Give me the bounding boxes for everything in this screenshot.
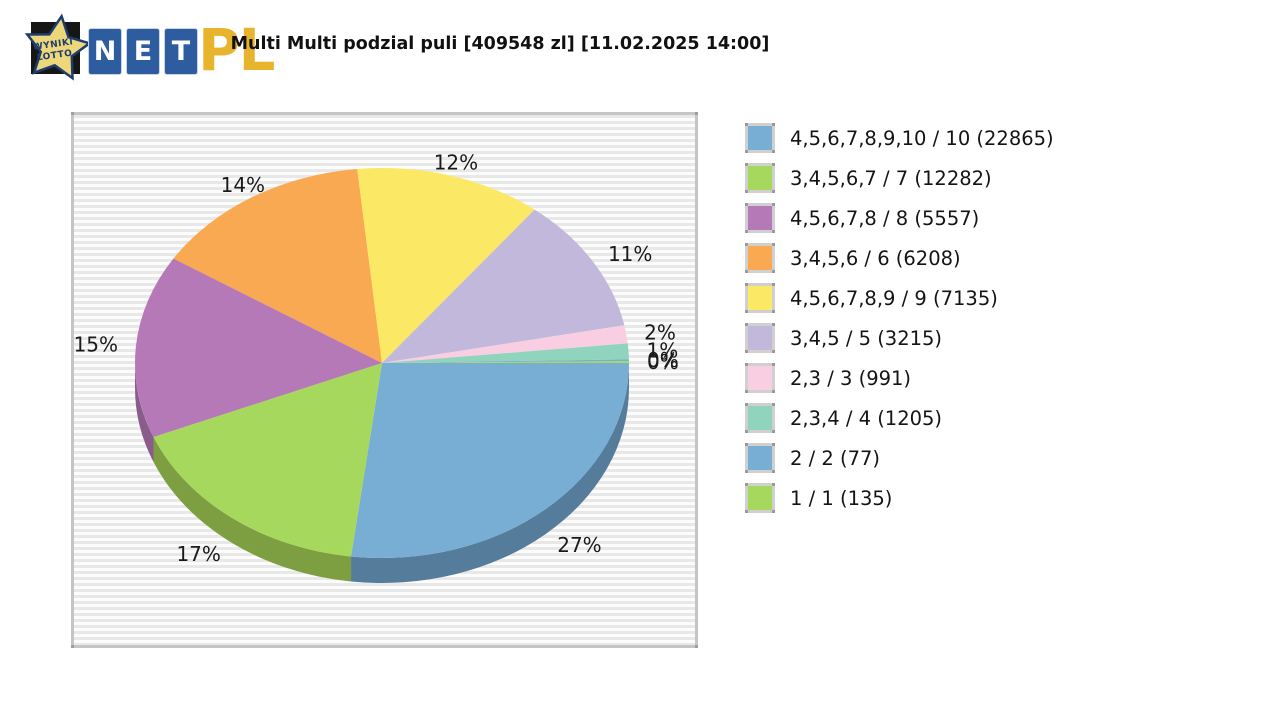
pie-slice-side [135,363,154,463]
legend-swatch [745,483,775,513]
pie-chart-plot-area: 27% 17% 15% 14% 12% 11% 2% 1% 0% 0% [71,112,698,648]
legend-item: 4,5,6,7,8,9,10 / 10 (22865) [745,123,1054,153]
legend-swatch-color [748,366,772,390]
legend-label: 4,5,6,7,8 / 8 (5557) [790,206,980,230]
legend-item: 3,4,5 / 5 (3215) [745,323,1054,353]
legend-swatch [745,443,775,473]
legend-item: 1 / 1 (135) [745,483,1054,513]
legend-label: 2,3 / 3 (991) [790,366,912,390]
page-title: Multi Multi podzial puli [409548 zl] [11… [230,34,770,54]
legend-swatch [745,323,775,353]
legend-label: 4,5,6,7,8,9,10 / 10 (22865) [790,126,1054,150]
legend-item: 2,3 / 3 (991) [745,363,1054,393]
legend-label: 2,3,4 / 4 (1205) [790,406,943,430]
pie-slice [382,361,629,363]
legend-item: 3,4,5,6 / 6 (6208) [745,243,1054,273]
legend-swatch-color [748,286,772,310]
pie-slice [351,363,629,558]
pie-percent-label: 12% [434,150,478,174]
logo-tile-t: T [165,29,197,74]
pie-slice-side [351,363,629,583]
lotto-star-icon: WYNIKI LOTTO [24,13,93,81]
pie-percent-label: 0% [647,348,679,372]
legend-swatch-color [748,326,772,350]
pie-slice [173,168,382,363]
legend-label: 4,5,6,7,8,9 / 9 (7135) [790,286,998,310]
site-logo[interactable]: WYNIKI LOTTO N E T PL [8,4,278,94]
legend-swatch [745,403,775,433]
pie-slice [382,343,629,363]
pie-percent-label: 17% [176,542,220,566]
legend-label: 2 / 2 (77) [790,446,881,470]
legend-swatch-color [748,486,772,510]
legend-label: 3,4,5,6 / 6 (6208) [790,246,961,270]
legend-label: 1 / 1 (135) [790,486,893,510]
legend-swatch [745,203,775,233]
pie-percent-label: 1% [647,339,679,363]
legend-swatch-color [748,446,772,470]
legend-swatch-color [748,246,772,270]
pie-slice [382,359,629,363]
pie-slice-side [153,437,352,582]
logo-suffix-pl: PL [198,16,275,84]
legend-item: 2 / 2 (77) [745,443,1054,473]
pie-percent-label: 15% [74,333,118,357]
legend-swatch-color [748,126,772,150]
legend-swatch-color [748,206,772,230]
pie-percent-label: 0% [647,350,679,374]
legend-item: 3,4,5,6,7 / 7 (12282) [745,163,1054,193]
legend-swatch [745,283,775,313]
chart-legend: 4,5,6,7,8,9,10 / 10 (22865) 3,4,5,6,7 / 7… [745,123,1054,513]
pie-slice [153,363,382,557]
legend-swatch-color [748,166,772,190]
pie-slice [357,168,535,363]
pie-percent-label: 11% [608,242,652,266]
legend-item: 4,5,6,7,8 / 8 (5557) [745,203,1054,233]
legend-swatch [745,163,775,193]
pie-chart-svg: 27%17%15%14%12%11%2%1%0%0% [74,150,679,583]
pie-percent-label: 14% [221,173,265,197]
legend-label: 3,4,5 / 5 (3215) [790,326,943,350]
legend-swatch [745,243,775,273]
pie-percent-label: 27% [557,533,601,557]
legend-swatch [745,363,775,393]
legend-swatch-color [748,406,772,430]
pie-percent-label: 2% [644,320,676,344]
legend-label: 3,4,5,6,7 / 7 (12282) [790,166,992,190]
star-text-line2: LOTTO [36,49,73,64]
logo-tile-e: E [127,29,159,74]
legend-item: 2,3,4 / 4 (1205) [745,403,1054,433]
pie-slice [382,209,625,363]
pie-slice [135,258,382,438]
legend-swatch [745,123,775,153]
pie-slice [382,325,628,363]
legend-item: 4,5,6,7,8,9 / 9 (7135) [745,283,1054,313]
logo-tile-n: N [89,29,121,74]
